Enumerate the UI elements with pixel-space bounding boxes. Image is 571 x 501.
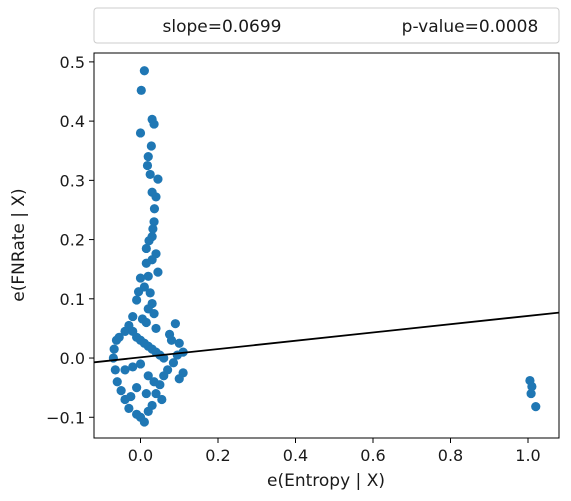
data-point bbox=[144, 236, 154, 246]
data-point bbox=[133, 287, 144, 297]
data-point bbox=[149, 217, 159, 227]
data-point bbox=[132, 383, 142, 393]
data-point bbox=[153, 267, 163, 277]
data-point bbox=[174, 374, 184, 384]
data-point bbox=[135, 359, 146, 369]
legend-frame bbox=[93, 7, 560, 44]
data-point bbox=[159, 371, 169, 381]
data-point bbox=[143, 152, 153, 162]
data-point bbox=[114, 332, 124, 342]
legend-pvalue-text: p-value=0.0008 bbox=[402, 17, 539, 37]
y-axis-label: e(FNRate | X) bbox=[9, 188, 29, 301]
data-point bbox=[526, 388, 536, 399]
data-point bbox=[142, 160, 153, 171]
data-point bbox=[151, 192, 161, 202]
y-tick-label: −0.1 bbox=[46, 408, 85, 427]
y-tick-label: 0.3 bbox=[60, 171, 85, 190]
data-point bbox=[145, 288, 155, 298]
y-tick-label: 0.1 bbox=[60, 290, 85, 309]
data-point bbox=[174, 338, 184, 348]
data-point bbox=[132, 409, 142, 419]
data-point bbox=[146, 141, 156, 151]
data-point bbox=[128, 362, 138, 372]
data-point bbox=[124, 403, 134, 413]
y-tick-label: 0.5 bbox=[60, 53, 85, 72]
x-tick-label: 0.8 bbox=[438, 446, 463, 465]
data-point bbox=[531, 402, 541, 412]
data-point bbox=[128, 311, 138, 322]
data-point bbox=[143, 371, 153, 381]
data-point bbox=[135, 273, 146, 283]
x-axis-label: e(Entropy | X) bbox=[267, 471, 385, 491]
data-point bbox=[149, 377, 159, 387]
data-point bbox=[149, 119, 159, 129]
y-tick-label: 0.2 bbox=[60, 231, 85, 250]
data-point bbox=[145, 169, 155, 180]
y-tick-label: 0.4 bbox=[60, 112, 85, 131]
x-axis-ticks: 0.0 0.2 0.4 0.6 0.8 1.0 bbox=[128, 438, 541, 465]
data-point bbox=[141, 317, 151, 328]
data-point bbox=[151, 323, 161, 334]
data-point bbox=[135, 128, 146, 138]
data-point bbox=[166, 335, 177, 345]
data-point bbox=[126, 391, 136, 402]
y-axis-ticks: −0.1 0.0 0.1 0.2 0.3 0.4 0.5 bbox=[46, 53, 94, 427]
data-point bbox=[139, 417, 149, 427]
fit-line-layer bbox=[94, 311, 559, 364]
x-tick-label: 0.6 bbox=[360, 446, 385, 465]
data-point bbox=[139, 66, 149, 76]
x-tick-label: 1.0 bbox=[515, 446, 540, 465]
data-point bbox=[170, 319, 180, 329]
data-point bbox=[157, 394, 167, 405]
data-point bbox=[112, 377, 122, 387]
x-tick-label: 0.0 bbox=[128, 446, 153, 465]
data-point bbox=[141, 258, 151, 268]
data-point bbox=[110, 365, 120, 375]
x-tick-label: 0.2 bbox=[205, 446, 230, 465]
data-point bbox=[153, 174, 163, 184]
data-points bbox=[108, 66, 541, 427]
data-point bbox=[148, 224, 158, 234]
x-tick-label: 0.4 bbox=[283, 446, 308, 465]
plot-frame bbox=[93, 52, 560, 439]
data-point bbox=[141, 243, 151, 254]
fit-line bbox=[94, 311, 559, 364]
data-point bbox=[151, 388, 161, 399]
legend-slope-text: slope=0.0699 bbox=[163, 17, 282, 37]
data-point bbox=[136, 85, 146, 95]
data-point bbox=[143, 406, 153, 416]
data-point bbox=[109, 344, 119, 354]
data-point bbox=[527, 381, 537, 392]
legend: slope=0.0699 p-value=0.0008 bbox=[93, 7, 560, 44]
data-point bbox=[149, 309, 159, 319]
data-point bbox=[149, 204, 160, 214]
data-point bbox=[143, 271, 153, 281]
data-point bbox=[120, 365, 130, 375]
data-point bbox=[141, 388, 151, 399]
data-point bbox=[132, 295, 142, 305]
data-point bbox=[168, 358, 179, 368]
y-tick-label: 0.0 bbox=[60, 349, 85, 368]
data-point bbox=[116, 386, 126, 396]
